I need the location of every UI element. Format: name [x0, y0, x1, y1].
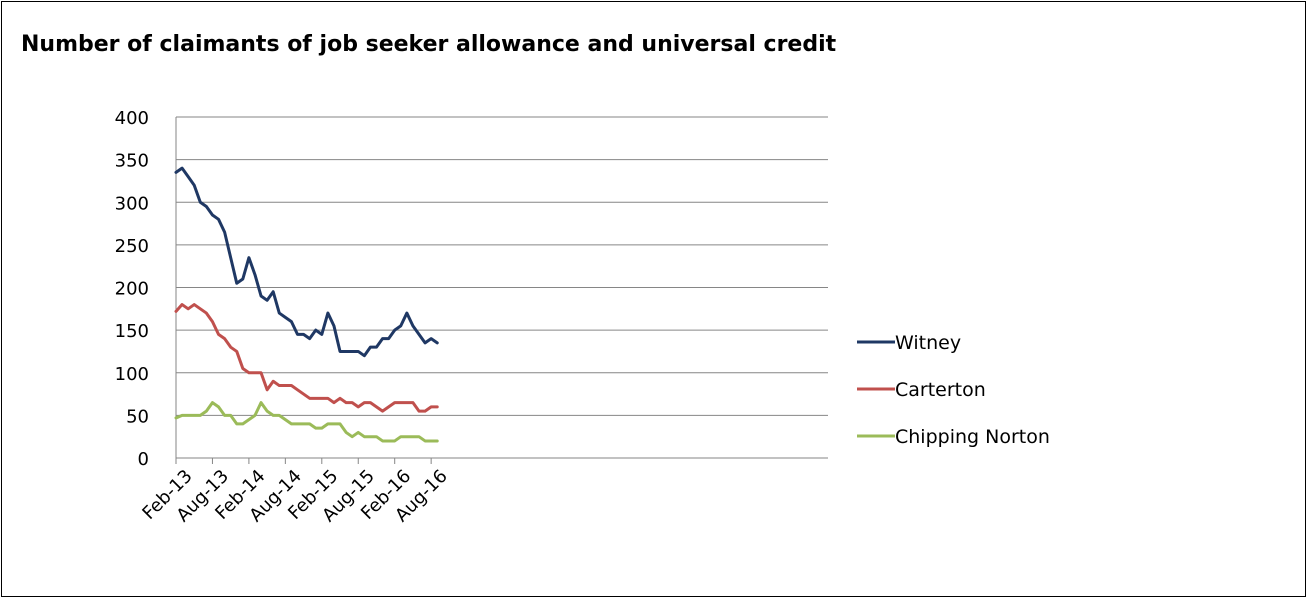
y-tick-label: 250	[115, 236, 149, 257]
y-tick-label: 0	[138, 449, 149, 470]
legend-label-carterton: Carterton	[895, 379, 986, 401]
chart-title: Number of claimants of job seeker allowa…	[21, 32, 837, 57]
x-axis-tick-labels: Feb-13Aug-13Feb-14Aug-14Feb-15Aug-15Feb-…	[138, 466, 451, 526]
legend: Witney Carterton Chipping Norton	[857, 332, 1050, 448]
y-axis-tick-labels: 0 50 100 150 200 250 300 350 400	[115, 108, 149, 470]
legend-label-witney: Witney	[895, 332, 961, 354]
y-tick-label: 50	[126, 406, 149, 427]
y-tick-label: 200	[115, 279, 149, 300]
y-tick-label: 100	[115, 364, 149, 385]
y-tick-label: 300	[115, 193, 149, 214]
y-tick-label: 400	[115, 108, 149, 129]
series-line-witney	[174, 166, 439, 358]
y-tick-label: 150	[115, 321, 149, 342]
y-tick-label: 350	[115, 151, 149, 172]
series-line-carterton	[174, 303, 439, 413]
series-lines	[174, 166, 439, 443]
gridlines	[176, 116, 828, 416]
legend-label-chipping-norton: Chipping Norton	[895, 426, 1050, 448]
series-line-chipping-norton	[174, 401, 439, 443]
